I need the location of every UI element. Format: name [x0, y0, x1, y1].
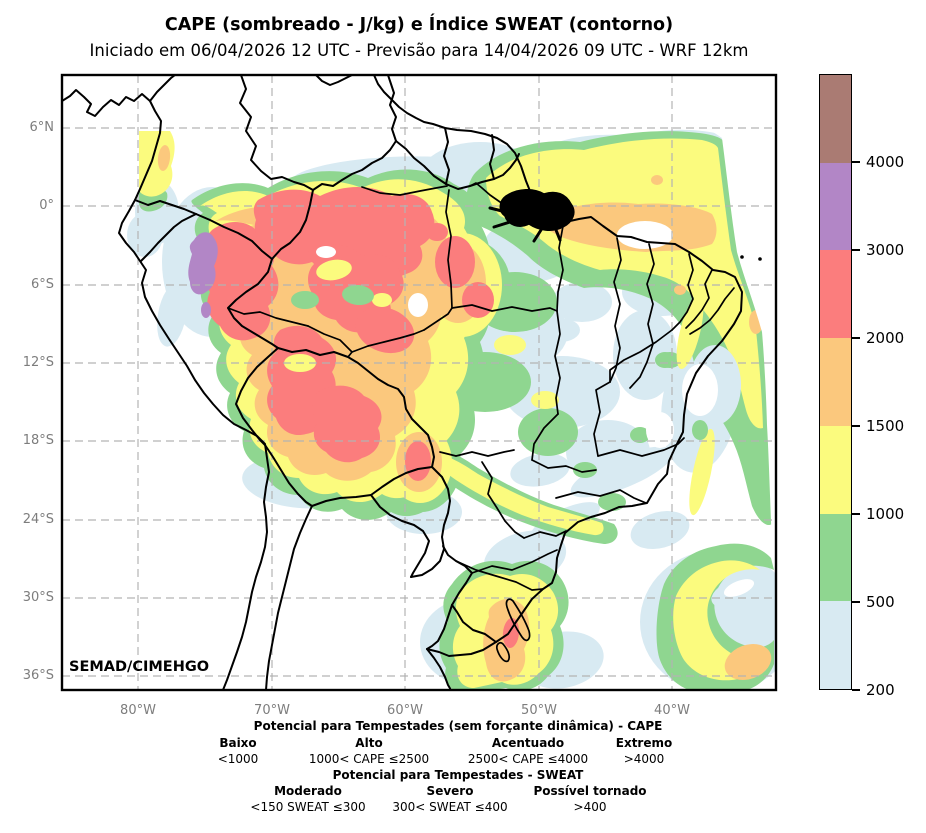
cape-layer-2000-3000: [204, 187, 520, 648]
geography: [62, 75, 762, 690]
colorbar-tick: [852, 689, 860, 691]
amazon-delta: [488, 189, 575, 243]
colorbar-segment-cape-2000: [820, 250, 851, 339]
lon-tick-label: 40°W: [654, 703, 690, 718]
lon-tick-label: 70°W: [254, 703, 290, 718]
legend-sweat-item-name: Moderado: [274, 784, 342, 798]
colorbar-tick-label: 2000: [866, 329, 905, 347]
colorbar: 4000 3000 2000 1500 1000 500 200: [819, 74, 926, 699]
legend-sweat-item-range: 300< SWEAT ≤400: [392, 800, 508, 814]
lon-tick-label: 50°W: [521, 703, 557, 718]
coastline: [62, 75, 743, 690]
lat-tick-label: 24°S: [22, 512, 54, 527]
gridlines: [62, 75, 776, 690]
lat-tick-label: 0°: [39, 198, 54, 213]
atlantic-islands: [740, 255, 762, 261]
country-borders: [134, 75, 520, 690]
lon-tick-label: 60°W: [387, 703, 423, 718]
colorbar-segment-cape-4000: [820, 75, 851, 163]
colorbar-tick: [852, 337, 860, 339]
cape-field: [127, 75, 776, 690]
colorbar-segment-cape-200: [820, 601, 851, 690]
legend-sweat-item-range: <150 SWEAT ≤300: [250, 800, 366, 814]
chart-subtitle: Iniciado em 06/04/2026 12 UTC - Previsão…: [89, 41, 749, 60]
lat-tick-label: 18°S: [22, 433, 54, 448]
legend-cape-item-range: 1000< CAPE ≤2500: [308, 752, 430, 766]
colorbar-tick-label: 3000: [866, 241, 905, 259]
lat-tick-label: 36°S: [22, 668, 54, 683]
colorbar-tick: [852, 601, 860, 603]
colorbar-tick-label: 500: [866, 593, 895, 611]
chart-title: CAPE (sombreado - J/kg) e Índice SWEAT (…: [164, 15, 674, 35]
colorbar-segment-cape-500: [820, 513, 851, 602]
legend-sweat-item-range: >400: [573, 800, 607, 814]
colorbar-tick: [852, 513, 860, 515]
colorbar-tick-label: 200: [866, 681, 895, 699]
colorbar-tick: [852, 161, 860, 163]
colorbar-tick-label: 4000: [866, 153, 905, 171]
colorbar-segment-cape-1500: [820, 338, 851, 426]
colorbar-tick-label: 1000: [866, 505, 905, 523]
legend-sweat-item-name: Possível tornado: [533, 784, 647, 798]
legend-cape-item-name: Extremo: [615, 736, 673, 750]
legend-cape-item-range: 2500< CAPE ≤4000: [467, 752, 589, 766]
colorbar-segment-cape-1000: [820, 425, 851, 514]
lon-tick-label: 80°W: [120, 703, 156, 718]
legend-cape-item-name: Alto: [355, 736, 383, 750]
colorbar-tick-label: 1500: [866, 417, 905, 435]
legend-cape-item-range: >4000: [623, 752, 665, 766]
cape-field-detail-patches: [284, 221, 761, 608]
lat-tick-label: 30°S: [22, 590, 54, 605]
legend-cape-title: Potencial para Tempestades (sem forçante…: [253, 719, 663, 733]
legend-cape-item-name: Baixo: [219, 736, 257, 750]
colorbar-bar: [819, 74, 852, 690]
lat-tick-label: 12°S: [22, 355, 54, 370]
colorbar-tick: [852, 249, 860, 251]
colorbar-segment-cape-3000: [820, 162, 851, 251]
domain-edge-mask: [645, 75, 776, 545]
legend-cape-item-name: Acentuado: [491, 736, 565, 750]
patos-lagoon: [496, 598, 531, 663]
map-frame: [60, 73, 778, 692]
legend-sweat-item-name: Severo: [426, 784, 474, 798]
cape-layer-3000-4000: [188, 232, 218, 318]
map-watermark: SEMAD/CIMEHGO: [69, 659, 210, 675]
legend-sweat-title: Potencial para Tempestades - SWEAT: [332, 768, 584, 782]
colorbar-tick: [852, 425, 860, 427]
lat-tick-label: 6°N: [29, 120, 55, 135]
lat-tick-label: 6°S: [30, 277, 54, 292]
legend-cape-item-range: <1000: [217, 752, 259, 766]
